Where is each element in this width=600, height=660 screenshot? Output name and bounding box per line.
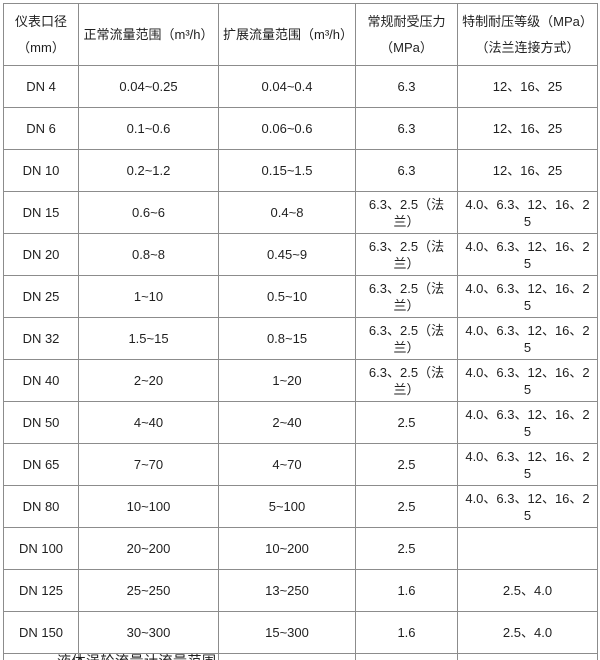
table-cell: 0.15~1.5 (218, 149, 356, 192)
table-cell: 2.5、4.0 (457, 611, 598, 654)
table-cell: 13~250 (218, 569, 356, 612)
diameter-cell: DN 80 (3, 485, 79, 528)
table-cell: 7~70 (78, 443, 219, 486)
table-cell: 2.5 (355, 443, 458, 486)
table-header: 仪表口径（mm） 正常流量范围（m³/h） 扩展流量范围（m³/h） 常规耐受压力（M… (3, 3, 598, 66)
table-cell: 2~20 (78, 359, 219, 402)
table-row: DN 100 20~200 10~200 2.5 (3, 527, 598, 570)
table-row: DN 10 0.2~1.2 0.15~1.5 6.3 12、16、25 (3, 149, 598, 192)
diameter-cell: DN 65 (3, 443, 79, 486)
table-cell: 4~70 (218, 443, 356, 486)
table-cell: 6.3、2.5（法兰） (355, 359, 458, 402)
diameter-cell: DN 15 (3, 191, 79, 234)
table-row: DN 50 4~40 2~40 2.5 4.0、6.3、12、16、25 (3, 401, 598, 444)
diameter-cell: DN 50 (3, 401, 79, 444)
table-cell: 6.3 (355, 149, 458, 192)
table-cell: 20~200 (78, 527, 219, 570)
table-cell: 12、16、25 (457, 107, 598, 150)
table-cell: 12、16、25 (457, 149, 598, 192)
table-body: DN 4 0.04~0.25 0.04~0.4 6.3 12、16、25 DN 6 0.1~… (3, 65, 598, 660)
diameter-cell: DN 32 (3, 317, 79, 360)
table-row: DN 4 0.04~0.25 0.04~0.4 6.3 12、16、25 (3, 65, 598, 108)
table-cell: 1.5~15 (78, 317, 219, 360)
diameter-cell: DN 10 (3, 149, 79, 192)
flow-spec-table: 仪表口径（mm） 正常流量范围（m³/h） 扩展流量范围（m³/h） 常规耐受压力（M… (3, 3, 598, 660)
table-row: DN 32 1.5~15 0.8~15 6.3、2.5（法兰） 4.0、6.3、12、1… (3, 317, 598, 360)
truncated-caption: 液体涡轮流量计流量范围 (57, 653, 217, 660)
header-row: 仪表口径（mm） 正常流量范围（m³/h） 扩展流量范围（m³/h） 常规耐受压力（M… (3, 3, 598, 66)
table-cell: 4.0、6.3、12、16、25 (457, 359, 598, 402)
table-cell: 0.5~10 (218, 275, 356, 318)
diameter-cell: DN 125 (3, 569, 79, 612)
table-row: DN 65 7~70 4~70 2.5 4.0、6.3、12、16、25 (3, 443, 598, 486)
table-cell: 4.0、6.3、12、16、25 (457, 233, 598, 276)
table-cell: 1.6 (355, 611, 458, 654)
table-cell: 4.0、6.3、12、16、25 (457, 317, 598, 360)
table-cell: 5~100 (218, 485, 356, 528)
table-cell: 6.3、2.5（法兰） (355, 317, 458, 360)
table-row: DN 20 0.8~8 0.45~9 6.3、2.5（法兰） 4.0、6.3、12、16… (3, 233, 598, 276)
table-cell: 0.04~0.4 (218, 65, 356, 108)
diameter-cell: DN 100 (3, 527, 79, 570)
table-row: DN 25 1~10 0.5~10 6.3、2.5（法兰） 4.0、6.3、12、16、… (3, 275, 598, 318)
table-cell: 0.1~0.6 (78, 107, 219, 150)
table-cell: 2.5 (355, 401, 458, 444)
table-cell: 4.0、6.3、12、16、25 (457, 275, 598, 318)
table-cell: 40~800 (218, 653, 356, 660)
table-cell: 6.3 (355, 65, 458, 108)
table-cell: 25~250 (78, 569, 219, 612)
table-cell: 0.8~8 (78, 233, 219, 276)
diameter-cell: DN 4 (3, 65, 79, 108)
header-cell: 常规耐受压力（MPa） (355, 3, 458, 66)
table-cell: 12、16、25 (457, 65, 598, 108)
table-cell: 4.0、6.3、12、16、25 (457, 485, 598, 528)
table-cell: 10~200 (218, 527, 356, 570)
table-row: DN 20080~80040~8001.62.5、4.0 (3, 653, 598, 660)
table-row: DN 80 10~100 5~100 2.5 4.0、6.3、12、16、25 (3, 485, 598, 528)
table-cell: 1.6 (355, 569, 458, 612)
table-cell: 1~10 (78, 275, 219, 318)
table-row: DN 15 0.6~6 0.4~8 6.3、2.5（法兰） 4.0、6.3、12、16、… (3, 191, 598, 234)
table-cell: 30~300 (78, 611, 219, 654)
diameter-cell: DN 6 (3, 107, 79, 150)
table-cell: 2.5 (355, 485, 458, 528)
table-cell (457, 527, 598, 570)
table-cell: 2.5、4.0 (457, 569, 598, 612)
table-cell: 2.5 (355, 527, 458, 570)
table-cell: 0.4~8 (218, 191, 356, 234)
diameter-cell: DN 20 (3, 233, 79, 276)
diameter-cell: DN 40 (3, 359, 79, 402)
table-cell: 0.45~9 (218, 233, 356, 276)
header-cell: 仪表口径（mm） (3, 3, 79, 66)
table-row: DN 125 25~250 13~250 1.6 2.5、4.0 (3, 569, 598, 612)
table-row: DN 150 30~300 15~300 1.6 2.5、4.0 (3, 611, 598, 654)
header-cell: 正常流量范围（m³/h） (78, 3, 219, 66)
table-cell: 0.6~6 (78, 191, 219, 234)
table-cell: 6.3 (355, 107, 458, 150)
table-cell: 0.8~15 (218, 317, 356, 360)
table-cell: 1~20 (218, 359, 356, 402)
header-cell: 特制耐压等级（MPa）（法兰连接方式） (457, 3, 598, 66)
table-row: DN 40 2~20 1~20 6.3、2.5（法兰） 4.0、6.3、12、16、25 (3, 359, 598, 402)
table-cell: 15~300 (218, 611, 356, 654)
table-cell: 2~40 (218, 401, 356, 444)
table-cell: 6.3、2.5（法兰） (355, 275, 458, 318)
diameter-cell: DN 150 (3, 611, 79, 654)
table-cell: 6.3、2.5（法兰） (355, 233, 458, 276)
table-cell: 0.04~0.25 (78, 65, 219, 108)
table-cell: 0.2~1.2 (78, 149, 219, 192)
table-cell: 0.06~0.6 (218, 107, 356, 150)
table-cell: 6.3、2.5（法兰） (355, 191, 458, 234)
table-cell: 2.5、4.0 (457, 653, 598, 660)
diameter-cell: DN 25 (3, 275, 79, 318)
table-cell: 1.6 (355, 653, 458, 660)
table-cell: 4.0、6.3、12、16、25 (457, 191, 598, 234)
table-row: DN 6 0.1~0.6 0.06~0.6 6.3 12、16、25 (3, 107, 598, 150)
table-cell: 10~100 (78, 485, 219, 528)
header-cell: 扩展流量范围（m³/h） (218, 3, 356, 66)
table-cell: 4.0、6.3、12、16、25 (457, 401, 598, 444)
table-cell: 4.0、6.3、12、16、25 (457, 443, 598, 486)
table-cell: 4~40 (78, 401, 219, 444)
